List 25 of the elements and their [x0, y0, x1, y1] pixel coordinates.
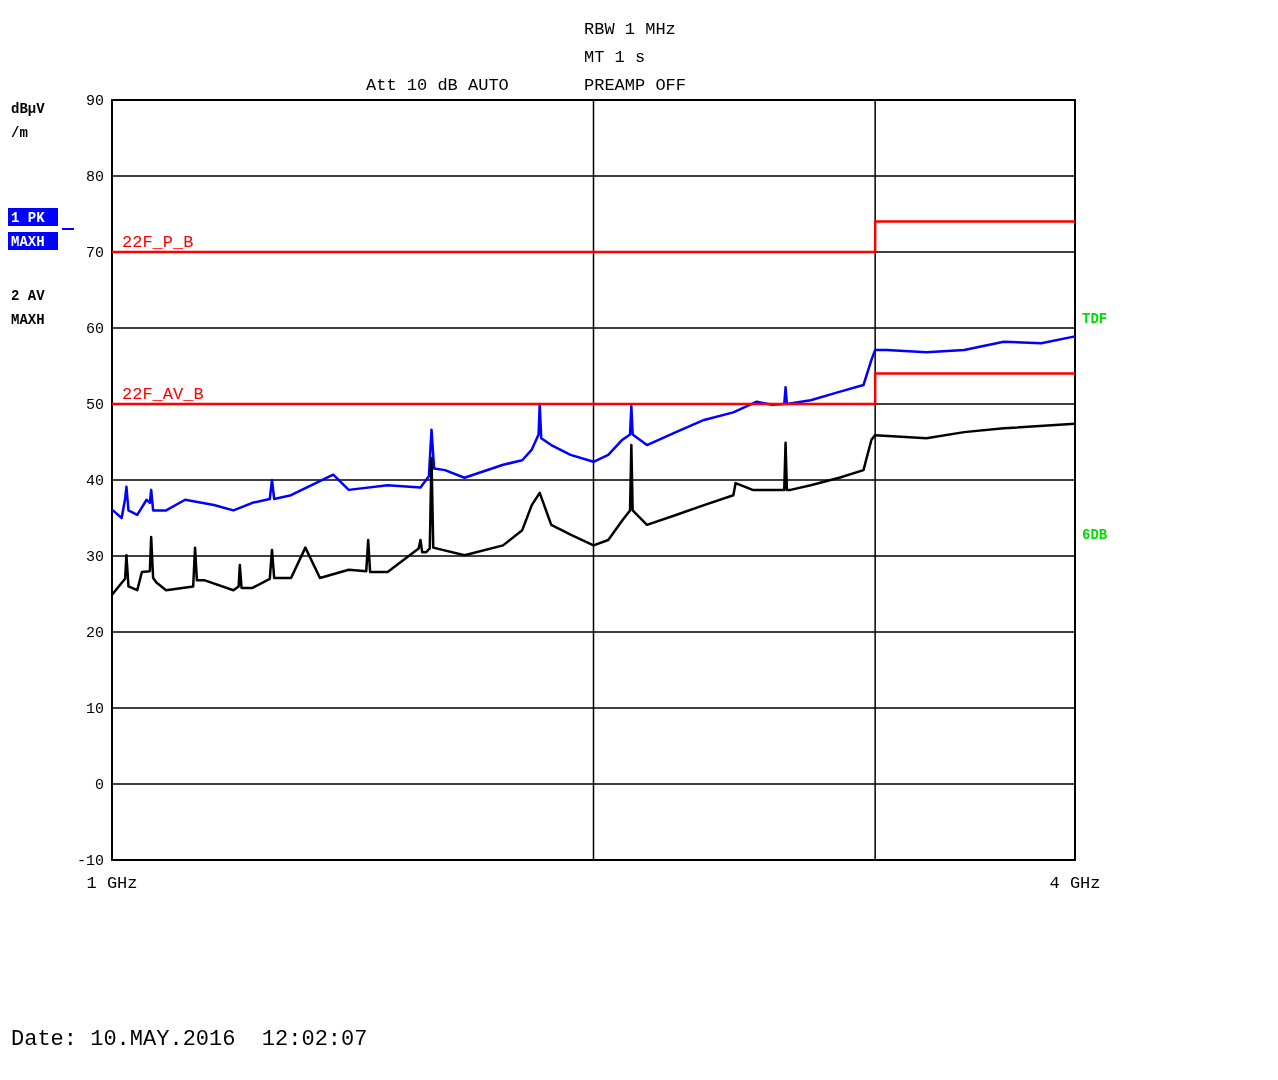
series-label: 22F_P_B [122, 233, 194, 252]
text: PREAMP OFF [584, 76, 687, 95]
y-tick-label: -10 [76, 853, 104, 870]
text: RBW 1 MHz [584, 20, 676, 39]
y-tick-label: 70 [85, 245, 104, 262]
y-tick-label: 50 [85, 397, 104, 414]
y-tick-label: 20 [85, 625, 104, 642]
legend-label: 1 PK MAXH [11, 210, 46, 250]
y-tick-label: 80 [85, 169, 104, 186]
y-tick-label: 40 [85, 473, 104, 490]
y-tick-label: 90 [85, 93, 104, 110]
y-tick-label: 30 [85, 549, 104, 566]
y-axis-title: dBµV /m [11, 101, 46, 141]
y-tick-label: 10 [85, 701, 104, 718]
y-tick-label: 0 [94, 777, 104, 794]
text: TDF [1082, 311, 1108, 327]
text: Att 10 dB AUTO [366, 76, 509, 95]
x-tick-label: 4 GHz [1049, 874, 1101, 893]
x-tick-label: 1 GHz [86, 874, 138, 893]
text: MT 1 s [584, 48, 646, 67]
text: Date: 10.MAY.2016 12:02:07 [11, 1027, 368, 1052]
y-tick-label: 60 [85, 321, 104, 338]
text: 2 AV MAXH [11, 288, 46, 328]
text: 6DB [1082, 527, 1108, 543]
series-label: 22F_AV_B [122, 385, 204, 404]
